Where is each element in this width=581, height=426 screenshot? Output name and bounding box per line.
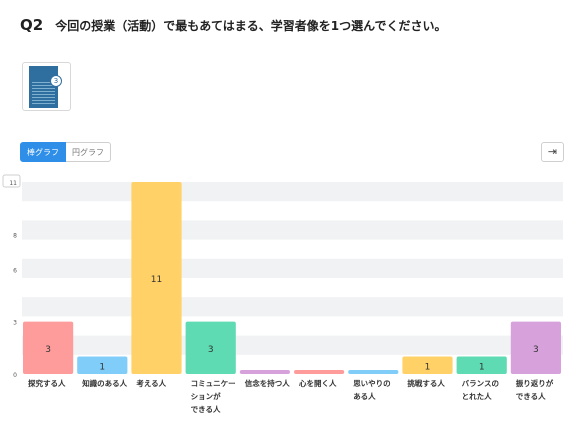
- chart-bar: [510, 321, 561, 374]
- chart-bar: [402, 356, 453, 374]
- export-arrow-icon: ⇥: [547, 145, 558, 158]
- bar-value-label: 1: [99, 362, 105, 372]
- chart-type-toggle: 棒グラフ 円グラフ: [20, 142, 111, 162]
- chart-bar: [185, 321, 236, 374]
- question-text: 今回の授業（活動）で最もあてはまる、学習者像を1つ選んでください。: [55, 19, 447, 33]
- chart-bar: [131, 182, 182, 374]
- document-thumbnail-icon: [29, 66, 58, 108]
- y-tick-max-box: [2, 174, 21, 188]
- thumbnail-badge: 3: [50, 75, 62, 87]
- x-category-label: 振り返りが: [516, 378, 554, 388]
- y-tick-label: 3: [13, 320, 17, 327]
- y-tick-label: 8: [13, 232, 17, 239]
- bar-chart-tab[interactable]: 棒グラフ: [20, 142, 66, 162]
- chart-bar: [456, 356, 507, 374]
- x-category-label: 思いやりの: [353, 378, 391, 388]
- grid-band: [22, 297, 563, 317]
- pie-chart-tab[interactable]: 円グラフ: [66, 142, 111, 162]
- bar-value-label: 11: [151, 275, 162, 285]
- y-tick-label: 0: [13, 372, 17, 379]
- x-category-label: ある人: [353, 392, 376, 401]
- question-header: Q2 今回の授業（活動）で最もあてはまる、学習者像を1つ選んでください。: [20, 16, 446, 34]
- x-category-label: 考える人: [136, 378, 166, 388]
- bar-value-label: 3: [45, 345, 51, 355]
- x-category-label: できる人: [516, 392, 546, 401]
- chart-bar: [77, 356, 128, 374]
- y-tick-label: 11: [9, 180, 17, 187]
- document-thumbnail[interactable]: 3: [22, 62, 71, 111]
- bar-value-label: 1: [425, 362, 431, 372]
- bar-chart: 0368113探究する人1知識のある人11考える人3コミュニケーションができる人…: [2, 174, 563, 414]
- export-button[interactable]: ⇥: [541, 142, 564, 162]
- chart-bar: [23, 321, 74, 374]
- chart-bar: [239, 370, 290, 374]
- grid-band: [22, 258, 563, 278]
- x-category-label: とれた人: [462, 391, 492, 401]
- x-category-label: 知識のある人: [82, 378, 127, 388]
- bar-value-label: 3: [208, 345, 214, 355]
- question-number: Q2: [20, 16, 44, 34]
- bar-value-label: 3: [533, 345, 539, 355]
- y-tick-label: 6: [13, 267, 17, 274]
- bar-value-label: 1: [479, 362, 485, 372]
- grid-band: [22, 182, 563, 202]
- x-category-label: できる人: [191, 405, 221, 414]
- chart-bar: [348, 370, 399, 374]
- x-category-label: 探究する人: [28, 378, 66, 388]
- grid-band: [22, 220, 563, 240]
- x-category-label: ションが: [191, 391, 221, 401]
- x-category-label: 信念を持つ人: [245, 378, 290, 388]
- x-category-label: 挑戦する人: [407, 378, 445, 388]
- grid-band: [22, 335, 563, 355]
- x-category-label: コミュニケー: [191, 379, 236, 388]
- chart-bar: [294, 370, 345, 374]
- x-category-label: 心を開く人: [299, 378, 337, 388]
- x-category-label: バランスの: [462, 379, 499, 388]
